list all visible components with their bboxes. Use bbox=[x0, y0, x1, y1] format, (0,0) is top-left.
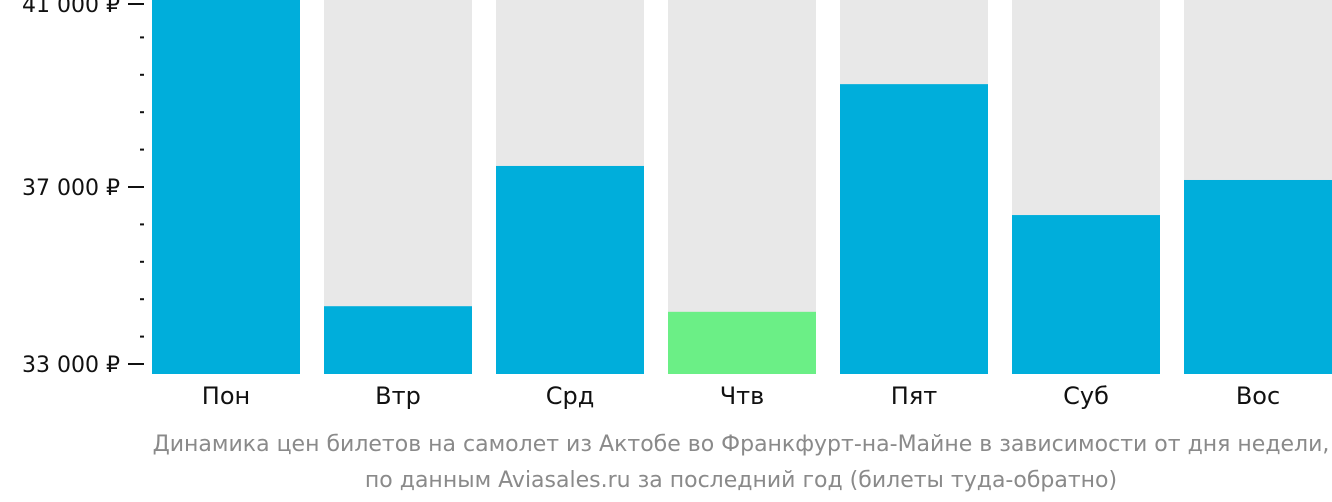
chart-caption: Динамика цен билетов на самолет из Актоб… bbox=[153, 432, 1330, 493]
bar-background bbox=[668, 0, 816, 374]
bar bbox=[152, 0, 300, 374]
caption-line-2: по данным Aviasales.ru за последний год … bbox=[365, 468, 1117, 493]
x-tick-label: Суб bbox=[1063, 382, 1109, 410]
y-tick-label: 33 000 ₽ bbox=[22, 353, 120, 378]
bar bbox=[668, 311, 816, 374]
bar bbox=[324, 306, 472, 374]
bars bbox=[152, 0, 1332, 375]
bar bbox=[1012, 215, 1160, 374]
x-tick-label: Срд bbox=[546, 382, 595, 410]
y-tick-label: 41 000 ₽ bbox=[22, 0, 120, 18]
x-axis: Пон Втр Срд Чтв Пят Суб Вос bbox=[202, 382, 1280, 410]
caption-line-1: Динамика цен билетов на самолет из Актоб… bbox=[153, 432, 1330, 457]
bar bbox=[496, 165, 644, 374]
y-tick-label: 37 000 ₽ bbox=[22, 176, 120, 201]
bar bbox=[1184, 179, 1332, 374]
x-tick-label: Чтв bbox=[720, 382, 765, 410]
x-tick-label: Пят bbox=[891, 382, 937, 410]
bar bbox=[840, 84, 988, 375]
x-tick-label: Пон bbox=[202, 382, 250, 410]
x-tick-label: Втр bbox=[375, 382, 421, 410]
x-tick-label: Вос bbox=[1236, 382, 1280, 410]
y-axis: 41 000 ₽ 37 000 ₽ 33 000 ₽ bbox=[22, 0, 144, 378]
